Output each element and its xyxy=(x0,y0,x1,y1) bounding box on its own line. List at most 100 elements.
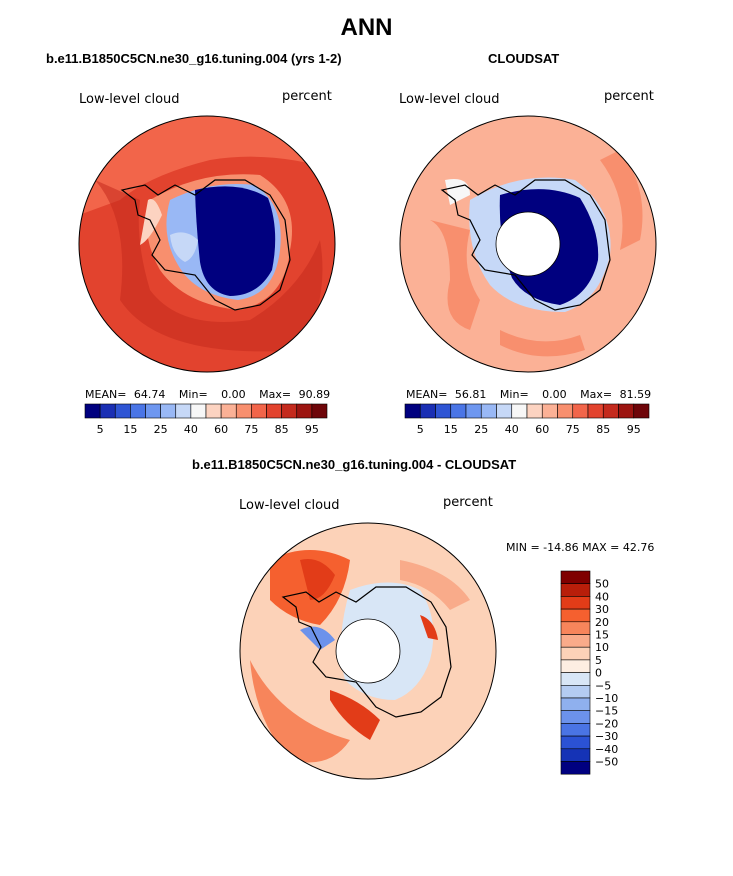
colorbar-tick-label: 15 xyxy=(595,629,609,642)
min-value: 0.00 xyxy=(221,388,246,401)
colorbar-tick-label: 75 xyxy=(244,423,258,436)
colorbar-swatch xyxy=(560,723,591,737)
mean-value: 56.81 xyxy=(454,388,487,401)
colorbar-swatch xyxy=(560,697,591,711)
min-label: Min= xyxy=(178,388,208,401)
colorbar-swatch xyxy=(220,403,237,419)
colorbar-swatch xyxy=(560,583,591,597)
variable-label-diff: Low-level cloud xyxy=(239,498,340,513)
colorbar-tick-label: 15 xyxy=(123,423,137,436)
colorbar-swatch xyxy=(560,684,591,699)
colorbar-swatch xyxy=(160,403,177,419)
units-label-model: percent xyxy=(282,89,332,104)
colorbar-swatch xyxy=(296,403,313,419)
colorbar-swatch xyxy=(633,403,650,419)
colorbar-swatch xyxy=(560,710,591,724)
colorbar-swatch xyxy=(511,403,528,419)
page-title: ANN xyxy=(340,14,393,41)
colorbar-tick-label: 5 xyxy=(595,654,602,667)
units-label-diff: percent xyxy=(443,495,493,510)
colorbar-swatch xyxy=(404,403,421,419)
mean-label: MEAN= xyxy=(406,388,448,401)
colorbar-swatch xyxy=(465,403,482,419)
colorbar-swatch xyxy=(145,403,161,419)
mean-value: 64.74 xyxy=(133,388,166,401)
colorbar-swatch xyxy=(99,403,116,419)
colorbar-obs: 5 15 25 40 60 75 85 95 xyxy=(404,403,650,436)
colorbar-swatch xyxy=(560,634,591,648)
colorbar-swatch xyxy=(84,403,101,419)
colorbar-swatch xyxy=(175,403,192,419)
stats-model: MEAN= 64.74 Min= 0.00 Max= 90.89 xyxy=(85,388,330,401)
max-label: Max= xyxy=(580,388,613,401)
colorbar-model: 5 15 25 40 60 75 85 95 xyxy=(84,403,328,436)
units-label-obs: percent xyxy=(604,89,654,104)
colorbar-swatch xyxy=(587,403,604,419)
colorbar-swatch xyxy=(235,403,252,419)
max-value: 90.89 xyxy=(298,388,331,401)
variable-label-obs: Low-level cloud xyxy=(399,92,500,107)
colorbar-tick-label: 60 xyxy=(214,423,228,436)
colorbar-swatch xyxy=(266,403,282,419)
colorbar-tick-label: 95 xyxy=(627,423,641,436)
colorbar-swatch xyxy=(572,403,589,419)
max-value: 81.59 xyxy=(619,388,652,401)
colorbar-swatch xyxy=(251,403,267,419)
colorbar-tick-label: 75 xyxy=(566,423,580,436)
panel-title-diff: b.e11.B1850C5CN.ne30_g16.tuning.004 - CL… xyxy=(192,457,517,472)
colorbar-tick-label: 25 xyxy=(154,423,168,436)
stats-obs: MEAN= 56.81 Min= 0.00 Max= 81.59 xyxy=(406,388,651,401)
colorbar-swatch xyxy=(560,672,591,686)
colorbar-swatch xyxy=(130,403,146,419)
panel-title-obs: CLOUDSAT xyxy=(488,51,560,66)
colorbar-tick-label: 25 xyxy=(474,423,488,436)
colorbar-swatch xyxy=(560,570,591,584)
polar-map-obs xyxy=(399,115,657,373)
colorbar-swatch xyxy=(560,596,591,610)
min-value: 0.00 xyxy=(542,388,567,401)
colorbar-swatch xyxy=(526,403,543,419)
variable-label-model: Low-level cloud xyxy=(79,92,180,107)
panel-title-model: b.e11.B1850C5CN.ne30_g16.tuning.004 (yrs… xyxy=(46,51,342,66)
colorbar-swatch xyxy=(560,748,591,762)
colorbar-tick-label: 0 xyxy=(595,667,602,680)
colorbar-swatch xyxy=(480,403,497,419)
colorbar-tick-label: −40 xyxy=(595,743,618,756)
colorbar-tick-label: −10 xyxy=(595,692,618,705)
stats-diff: MIN = -14.86 MAX = 42.76 xyxy=(506,541,655,554)
colorbar-swatch xyxy=(450,403,467,419)
max-label: Max= xyxy=(259,388,292,401)
colorbar-tick-label: 60 xyxy=(535,423,549,436)
colorbar-swatch xyxy=(560,608,591,623)
colorbar-swatch xyxy=(190,403,207,419)
colorbar-tick-label: 20 xyxy=(595,616,609,629)
colorbar-swatch xyxy=(602,403,619,419)
colorbar-tick-label: 5 xyxy=(97,423,104,436)
colorbar-swatch xyxy=(281,403,298,419)
colorbar-tick-label: 5 xyxy=(417,423,424,436)
colorbar-tick-label: −50 xyxy=(595,756,618,769)
colorbar-tick-label: 95 xyxy=(305,423,319,436)
colorbar-tick-label: 10 xyxy=(595,641,609,654)
colorbar-swatch xyxy=(205,403,222,419)
colorbar-tick-label: 50 xyxy=(595,578,609,591)
colorbar-tick-label: −30 xyxy=(595,730,618,743)
colorbar-swatch xyxy=(618,403,635,419)
colorbar-swatch xyxy=(560,646,591,661)
colorbar-swatch xyxy=(541,403,558,419)
colorbar-tick-label: 30 xyxy=(595,603,609,616)
colorbar-swatch xyxy=(557,403,574,419)
colorbar-swatch xyxy=(496,403,513,419)
colorbar-swatch xyxy=(560,735,591,750)
colorbar-swatch xyxy=(419,403,436,419)
colorbar-tick-label: 40 xyxy=(505,423,519,436)
colorbar-tick-label: −15 xyxy=(595,705,618,718)
colorbar-tick-label: 15 xyxy=(444,423,458,436)
polar-map-model xyxy=(78,115,336,373)
colorbar-swatch xyxy=(435,403,452,419)
colorbar-tick-label: −5 xyxy=(595,679,611,692)
colorbar-tick-label: −20 xyxy=(595,717,618,730)
colorbar-tick-label: 40 xyxy=(184,423,198,436)
